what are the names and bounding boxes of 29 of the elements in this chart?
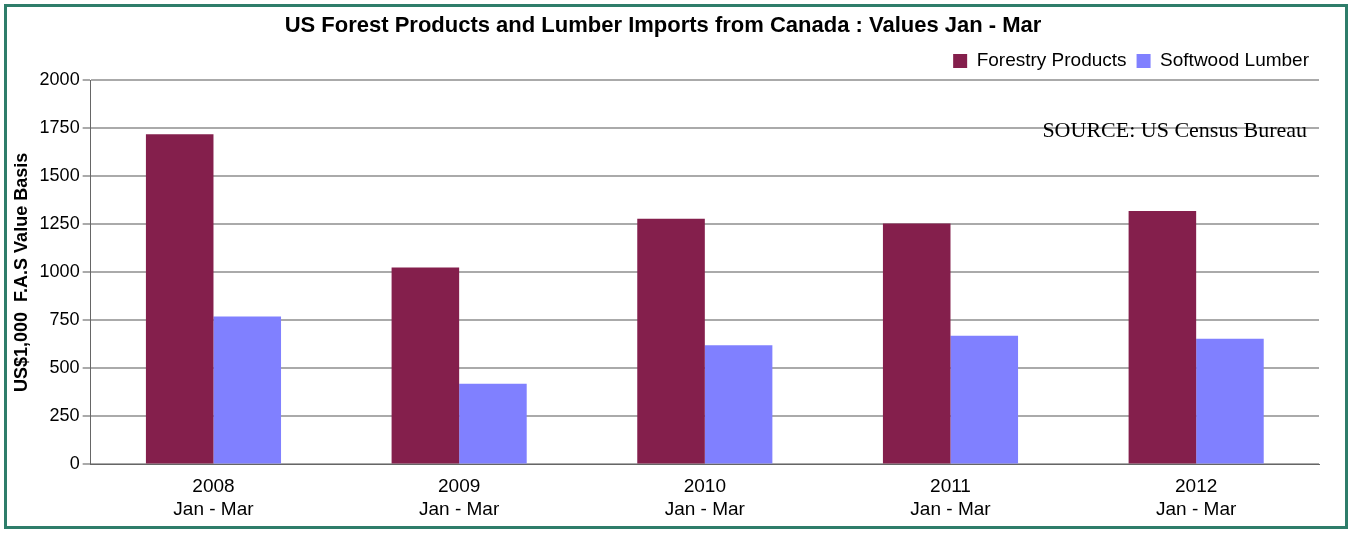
chart-title: US Forest Products and Lumber Imports from Canada : Values Jan - Mar [284,12,1042,38]
x-tick-label: 2012 Jan - Mar [1156,475,1237,519]
y-tick-label: 1000 [39,261,80,282]
y-tick-label: 2000 [39,69,80,90]
y-tick-label: 1750 [39,117,80,138]
bar [459,383,527,464]
y-tick-label: 1250 [39,213,80,234]
y-tick-label: 0 [69,453,80,474]
x-tick-label: 2008 Jan - Mar [173,475,255,519]
bar [145,134,214,464]
bar [882,223,951,464]
y-tick-label: 500 [49,357,80,378]
bar [950,335,1019,464]
legend-label: Forestry Products [976,49,1127,71]
y-tick-label: 250 [49,405,80,426]
bar [1196,338,1264,464]
x-tick-label: 2009 Jan - Mar [419,475,500,519]
x-tick-label: 2010 Jan - Mar [664,475,746,519]
y-axis-title: US$1,000 F.A.S Value Basis [10,152,31,392]
bar [391,267,460,464]
bar [704,345,773,464]
y-tick-label: 1500 [39,165,80,186]
y-tick-label: 750 [49,309,80,330]
bar [1128,210,1197,464]
annotation: SOURCE: US Census Bureau [1042,117,1307,143]
bar [637,218,705,464]
bar [213,316,282,464]
legend-label: Softwood Lumber [1160,49,1310,71]
x-tick-label: 2011 Jan - Mar [910,475,992,519]
